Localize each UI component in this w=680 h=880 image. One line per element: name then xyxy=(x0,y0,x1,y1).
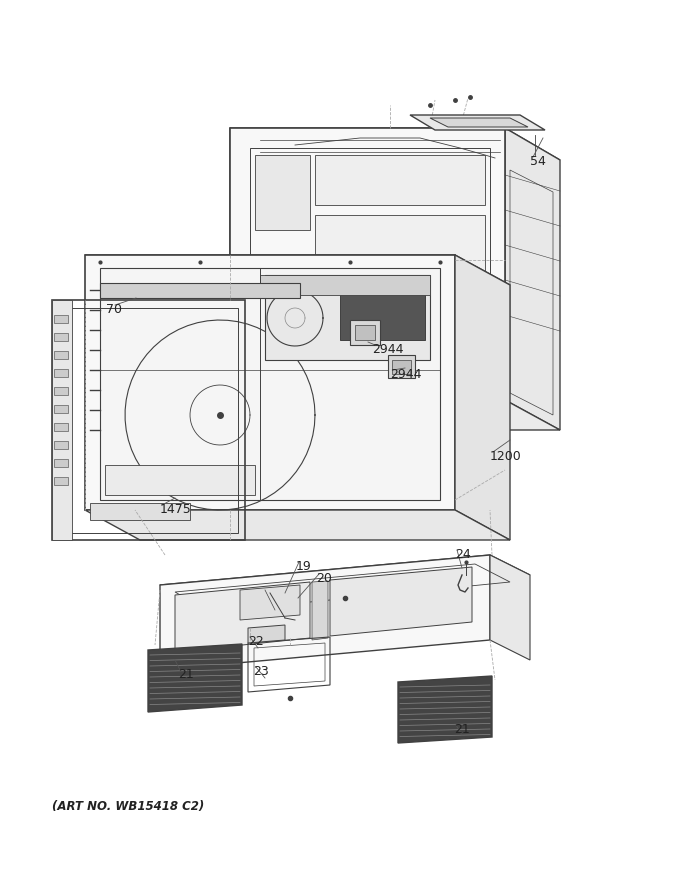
Polygon shape xyxy=(54,405,68,413)
Polygon shape xyxy=(350,320,380,345)
Polygon shape xyxy=(85,255,455,510)
Polygon shape xyxy=(490,555,530,660)
Polygon shape xyxy=(230,128,560,160)
Polygon shape xyxy=(160,555,530,607)
Text: 21: 21 xyxy=(454,723,470,736)
Polygon shape xyxy=(230,400,560,430)
Text: 23: 23 xyxy=(253,665,269,678)
Polygon shape xyxy=(85,255,510,285)
Polygon shape xyxy=(505,128,560,430)
Polygon shape xyxy=(340,285,425,340)
Text: 19: 19 xyxy=(296,560,311,573)
Text: 1475: 1475 xyxy=(160,503,192,516)
Polygon shape xyxy=(392,360,411,374)
Polygon shape xyxy=(240,585,300,620)
Polygon shape xyxy=(100,283,300,298)
Polygon shape xyxy=(54,315,68,323)
Polygon shape xyxy=(330,567,472,636)
Text: 24: 24 xyxy=(455,548,471,561)
Polygon shape xyxy=(255,155,310,230)
Polygon shape xyxy=(265,275,430,360)
Polygon shape xyxy=(398,676,492,743)
Text: 54: 54 xyxy=(530,155,546,168)
Polygon shape xyxy=(230,128,505,400)
Polygon shape xyxy=(410,115,545,130)
Text: 22: 22 xyxy=(248,635,264,648)
Polygon shape xyxy=(455,255,510,540)
Polygon shape xyxy=(54,369,68,377)
Polygon shape xyxy=(430,118,528,127)
Text: (ART NO. WB15418 C2): (ART NO. WB15418 C2) xyxy=(52,800,204,813)
Polygon shape xyxy=(85,510,510,540)
Polygon shape xyxy=(52,300,72,540)
Polygon shape xyxy=(355,325,375,340)
Polygon shape xyxy=(54,333,68,341)
Text: 2944: 2944 xyxy=(372,343,403,356)
Polygon shape xyxy=(54,351,68,359)
Polygon shape xyxy=(148,644,242,712)
Polygon shape xyxy=(54,441,68,449)
Polygon shape xyxy=(315,215,485,380)
Polygon shape xyxy=(160,555,490,670)
Polygon shape xyxy=(54,477,68,485)
Text: 20: 20 xyxy=(316,572,332,585)
Polygon shape xyxy=(54,459,68,467)
Polygon shape xyxy=(230,128,284,430)
Polygon shape xyxy=(105,465,255,495)
Polygon shape xyxy=(248,625,285,643)
Text: 2944: 2944 xyxy=(390,368,422,381)
Polygon shape xyxy=(175,582,310,652)
Polygon shape xyxy=(100,268,440,500)
Polygon shape xyxy=(315,155,485,205)
Polygon shape xyxy=(312,581,328,640)
Text: 1200: 1200 xyxy=(490,450,522,463)
Polygon shape xyxy=(90,503,190,520)
Polygon shape xyxy=(54,387,68,395)
Polygon shape xyxy=(54,423,68,431)
Polygon shape xyxy=(260,275,430,295)
Text: 70: 70 xyxy=(106,303,122,316)
Text: 21: 21 xyxy=(178,668,194,681)
Polygon shape xyxy=(388,355,415,378)
